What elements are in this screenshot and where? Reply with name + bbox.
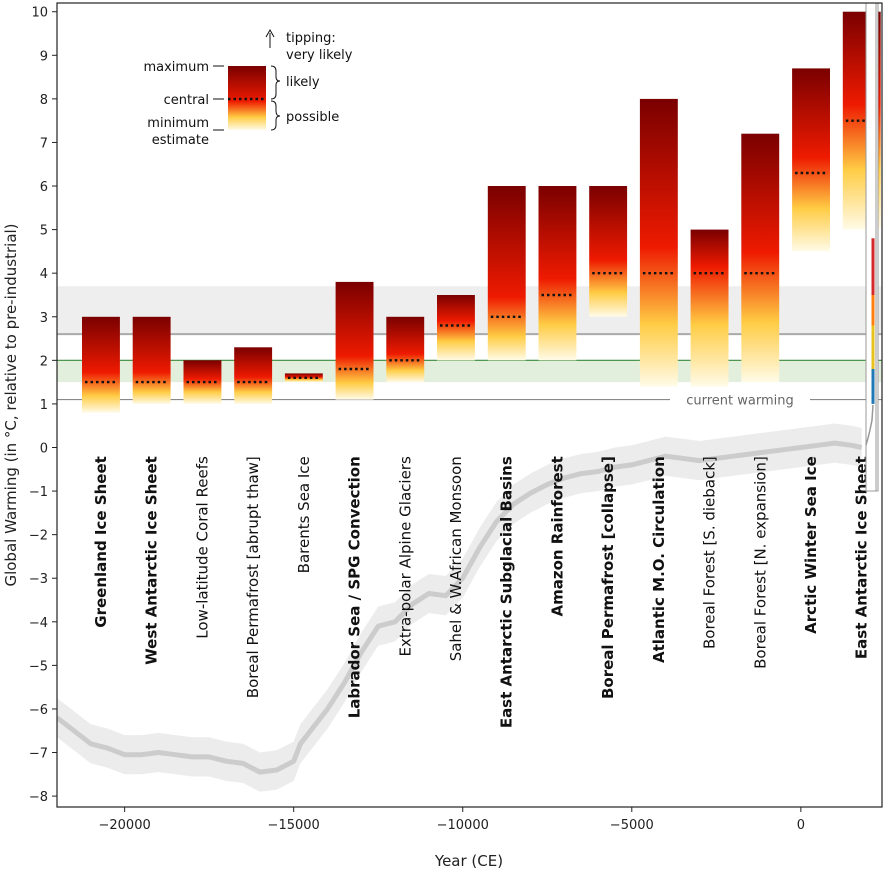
y-tick-label-2: −6 (29, 703, 48, 718)
y-tick-label-8: 0 (40, 441, 48, 456)
y-tick-label-1: −7 (29, 747, 48, 762)
bar-labrador-sea-spg-convection (335, 281, 374, 400)
y-axis-title: Global Warming (in °C, relative to pre-i… (2, 223, 20, 586)
x-tick-label-2: −10000 (437, 818, 489, 833)
warming-inset (865, 2, 879, 492)
x-tick-label-0: −20000 (98, 818, 150, 833)
legend: maximum central minimum estimate tipping… (143, 28, 353, 148)
legend-likely: likely (286, 75, 320, 90)
legend-possible: possible (286, 110, 339, 125)
y-tick-label-6: −2 (29, 529, 48, 544)
label-boreal-permafrost-abrupt-thaw: Boreal Permafrost [abrupt thaw] (244, 456, 262, 698)
y-tick-label-3: −5 (29, 659, 48, 674)
y-tick-label-10: 2 (40, 354, 48, 369)
label-extra-polar-alpine-glaciers: Extra-polar Alpine Glaciers (396, 456, 414, 656)
current-warming-label: current warming (686, 394, 794, 409)
x-axis-title: Year (CE) (434, 852, 503, 870)
legend-maximum: maximum (143, 60, 209, 75)
legend-estimate: estimate (152, 133, 209, 148)
y-ticks: −8 −7 −6 −5 −4 −3 −2 −1 0 1 2 3 4 5 6 7 8 9 10 (29, 6, 57, 805)
label-west-antarctic-ice-sheet: West Antarctic Ice Sheet (143, 456, 161, 665)
element-labels: Greenland Ice Sheet West Antarctic Ice Sh… (92, 456, 871, 728)
bar-arctic-winter-sea-ice (792, 68, 830, 252)
history-line (57, 440, 863, 775)
label-labrador-sea-spg-convection: Labrador Sea / SPG Convection (346, 456, 364, 718)
label-boreal-forest-n-expansion: Boreal Forest [N. expansion] (751, 456, 769, 669)
bar-boreal-forest-s-dieback (690, 229, 729, 387)
y-tick-label-16: 8 (40, 93, 48, 108)
label-greenland-ice-sheet: Greenland Ice Sheet (92, 456, 110, 628)
y-tick-label-9: 1 (40, 398, 48, 413)
bar-barents-sea-ice (284, 373, 323, 383)
legend-likely-brace (270, 65, 281, 100)
inset-history-line (865, 404, 874, 446)
legend-minimum: minimum (147, 116, 209, 131)
bar-atlantic-m-o-circulation (639, 98, 678, 387)
x-tick-label-1: −15000 (268, 818, 320, 833)
y-tick-label-17: 9 (40, 49, 48, 64)
bar-greenland-ice-sheet (82, 316, 120, 413)
label-low-latitude-coral-reefs: Low-latitude Coral Reefs (193, 456, 211, 639)
bar-boreal-permafrost-abrupt-thaw (234, 347, 273, 404)
y-tick-label-7: −1 (29, 485, 48, 500)
label-arctic-winter-sea-ice: Arctic Winter Sea Ice (802, 456, 820, 634)
y-tick-label-18: 10 (31, 6, 48, 21)
x-tick-label-3: −5000 (610, 818, 654, 833)
y-tick-label-13: 5 (40, 224, 48, 239)
label-atlantic-m-o-circulation: Atlantic M.O. Circulation (650, 456, 668, 663)
plot-frame (56, 2, 883, 808)
x-tick-label-4: 0 (797, 818, 805, 833)
x-ticks: −20000 −15000 −10000 −5000 0 (98, 807, 805, 833)
axes (56, 2, 883, 808)
label-boreal-permafrost-collapse: Boreal Permafrost [collapse] (599, 456, 617, 699)
y-tick-label-5: −3 (29, 572, 48, 587)
y-tick-label-11: 3 (40, 311, 48, 326)
label-east-antarctic-subglacial-basins: East Antarctic Subglacial Basins (498, 456, 516, 728)
legend-tipping: tipping: (286, 31, 336, 46)
legend-possible-brace (270, 100, 281, 131)
legend-very-likely: very likely (286, 48, 353, 63)
y-tick-label-4: −4 (29, 616, 48, 631)
y-tick-label-12: 4 (40, 267, 48, 282)
y-tick-label-14: 6 (40, 180, 48, 195)
y-tick-label-15: 7 (40, 136, 48, 151)
label-barents-sea-ice: Barents Sea Ice (295, 456, 313, 573)
temperature-history (57, 423, 863, 792)
bar-extra-polar-alpine-glaciers (386, 316, 425, 383)
label-sahel-w-african-monsoon: Sahel & W.African Monsoon (447, 456, 465, 661)
label-east-antarctic-ice-sheet: East Antarctic Ice Sheet (853, 456, 871, 659)
bar-west-antarctic-ice-sheet (132, 316, 171, 404)
bar-amazon-rainforest (538, 186, 577, 361)
bar-boreal-forest-n-expansion (741, 133, 780, 383)
bar-sahel-w-african-monsoon (437, 295, 475, 361)
tipping-bars (82, 11, 881, 413)
legend-arrow-head (265, 28, 275, 38)
bar-east-antarctic-subglacial-basins (487, 186, 526, 361)
y-tick-label-0: −8 (29, 790, 48, 805)
label-boreal-forest-s-dieback: Boreal Forest [S. dieback] (701, 456, 719, 649)
legend-central: central (164, 93, 209, 108)
label-amazon-rainforest: Amazon Rainforest (548, 456, 566, 616)
bar-boreal-permafrost-collapse (589, 186, 628, 317)
